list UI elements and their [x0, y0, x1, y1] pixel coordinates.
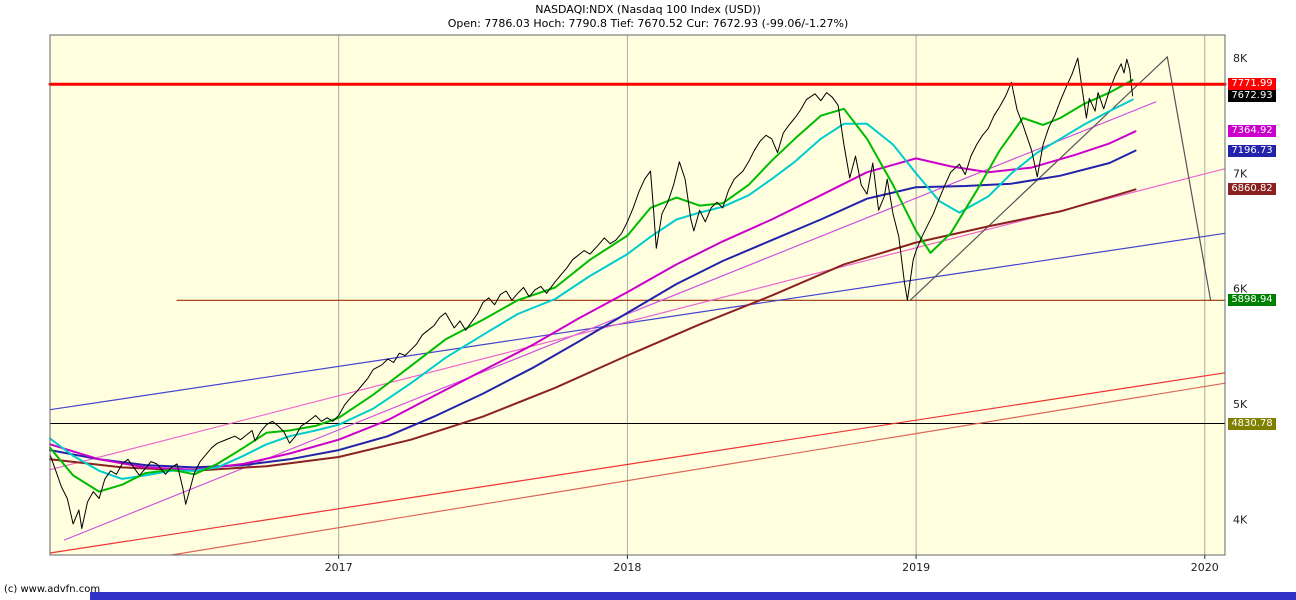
y-tick-label: 4K: [1233, 513, 1248, 526]
y-tick-label: 6K: [1233, 283, 1248, 296]
copyright-text: (c) www.advfn.com: [4, 584, 101, 595]
x-tick-label: 2019: [902, 561, 930, 574]
horizontal-scrollbar[interactable]: [90, 592, 1296, 600]
wedge-breakdown-line: [1166, 56, 1212, 301]
plot-background: [50, 35, 1225, 555]
uptrend-blue: [49, 232, 1226, 411]
chart-header: NASDAQI:NDX (Nasdaq 100 Index (USD)) Ope…: [0, 3, 1296, 31]
x-tick-label: 2017: [325, 561, 353, 574]
series-price: [49, 57, 1134, 529]
series-ma-green: [49, 79, 1134, 493]
x-tick-label: 2018: [613, 561, 641, 574]
y-tick-label: 5K: [1233, 398, 1248, 411]
uptrend-red-a: [49, 372, 1226, 554]
plot-border: [49, 34, 1226, 556]
chart-ohlc-line: Open: 7786.03 Hoch: 7790.8 Tief: 7670.52…: [447, 17, 849, 30]
y-tick-label: 8K: [1233, 52, 1248, 65]
y-tick-label: 7K: [1233, 167, 1248, 180]
chart-title: NASDAQI:NDX (Nasdaq 100 Index (USD)): [535, 3, 761, 16]
x-tick-label: 2020: [1191, 561, 1219, 574]
uptrend-red-b: [170, 382, 1226, 556]
series-ma-maroon: [49, 188, 1137, 472]
